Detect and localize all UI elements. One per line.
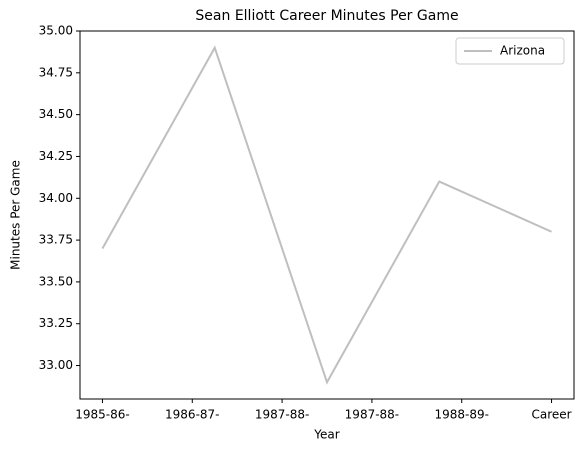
- y-tick-label: 34.00: [39, 191, 73, 205]
- y-tick-label: 33.25: [39, 316, 73, 330]
- legend-box: [455, 37, 565, 65]
- x-tick-label: 1985-86-: [75, 408, 129, 422]
- y-tick-label: 33.75: [39, 233, 73, 247]
- y-tick-label: 33.00: [39, 358, 73, 372]
- chart-title: Sean Elliott Career Minutes Per Game: [195, 8, 458, 24]
- x-tick-label: Career: [531, 408, 571, 422]
- x-tick-label: 1987-88-: [255, 408, 309, 422]
- x-axis-label: Year: [313, 428, 339, 442]
- y-tick-label: 33.50: [39, 274, 73, 288]
- legend-label: Arizona: [500, 44, 545, 58]
- y-axis-label: Minutes Per Game: [9, 160, 23, 270]
- y-tick-label: 35.00: [39, 24, 73, 38]
- y-tick-label: 34.75: [39, 65, 73, 79]
- x-tick-label: 1986-87-: [165, 408, 219, 422]
- x-tick-label: 1987-88-: [345, 408, 399, 422]
- y-tick-label: 34.25: [39, 149, 73, 163]
- x-tick-label: 1988-89-: [434, 408, 488, 422]
- plot-frame: [79, 30, 575, 400]
- y-tick-label: 34.50: [39, 107, 73, 121]
- line-series: [101, 45, 552, 385]
